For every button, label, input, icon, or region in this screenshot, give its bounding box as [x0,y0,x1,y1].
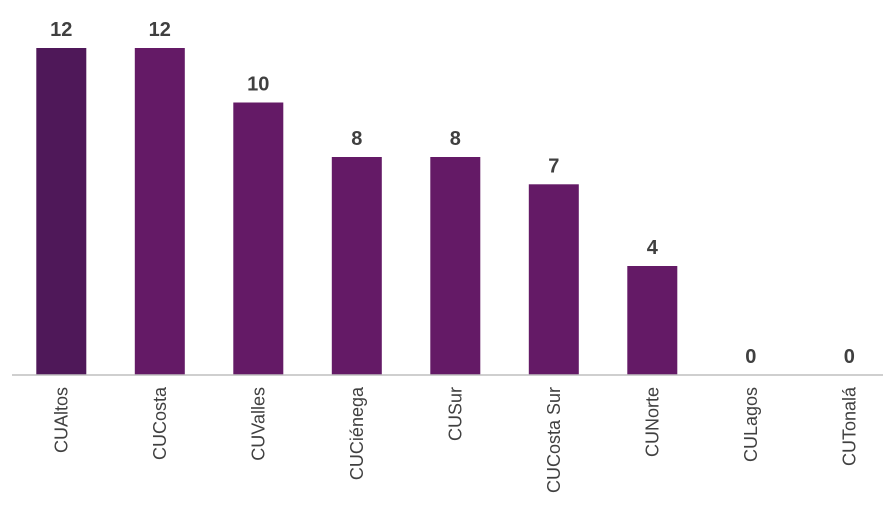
value-label-cutonal-: 0 [844,346,855,368]
category-label-cucosta-sur: CUCosta Sur [544,387,564,493]
value-label-cucosta: 12 [149,19,171,41]
bar-cualtos [36,48,87,375]
category-label-cunorte: CUNorte [642,387,662,457]
category-labels-group: CUAltos CUCosta CUValles CUCiénega CUSur CUCo… [51,386,859,493]
value-label-cusur: 8 [450,128,461,150]
value-label-culagos: 0 [745,346,756,368]
value-label-cualtos: 12 [50,19,72,41]
category-label-culagos: CULagos [741,387,761,462]
value-label-cuvalles: 10 [247,74,269,96]
bar-cucosta-sur [528,184,579,376]
value-label-cunorte: 4 [647,237,659,259]
bar-cusur [430,157,481,375]
bars-group [36,48,678,376]
category-label-cuci-nega: CUCiénega [347,386,367,480]
value-label-cucosta-sur: 7 [548,155,559,177]
category-label-cualtos: CUAltos [51,387,71,453]
bar-cuci-nega [331,157,382,375]
bar-cunorte [627,266,678,375]
category-label-cusur: CUSur [445,387,465,441]
category-label-cutonal-: CUTonalá [839,386,859,466]
bar-cuvalles [233,102,284,375]
value-labels-group: 12 12 10 8 8 7 4 0 0 [50,19,855,368]
bar-cucosta [134,48,185,375]
category-label-cucosta: CUCosta [150,386,170,460]
category-label-cuvalles: CUValles [248,387,268,461]
value-label-cuci-nega: 8 [351,128,362,150]
